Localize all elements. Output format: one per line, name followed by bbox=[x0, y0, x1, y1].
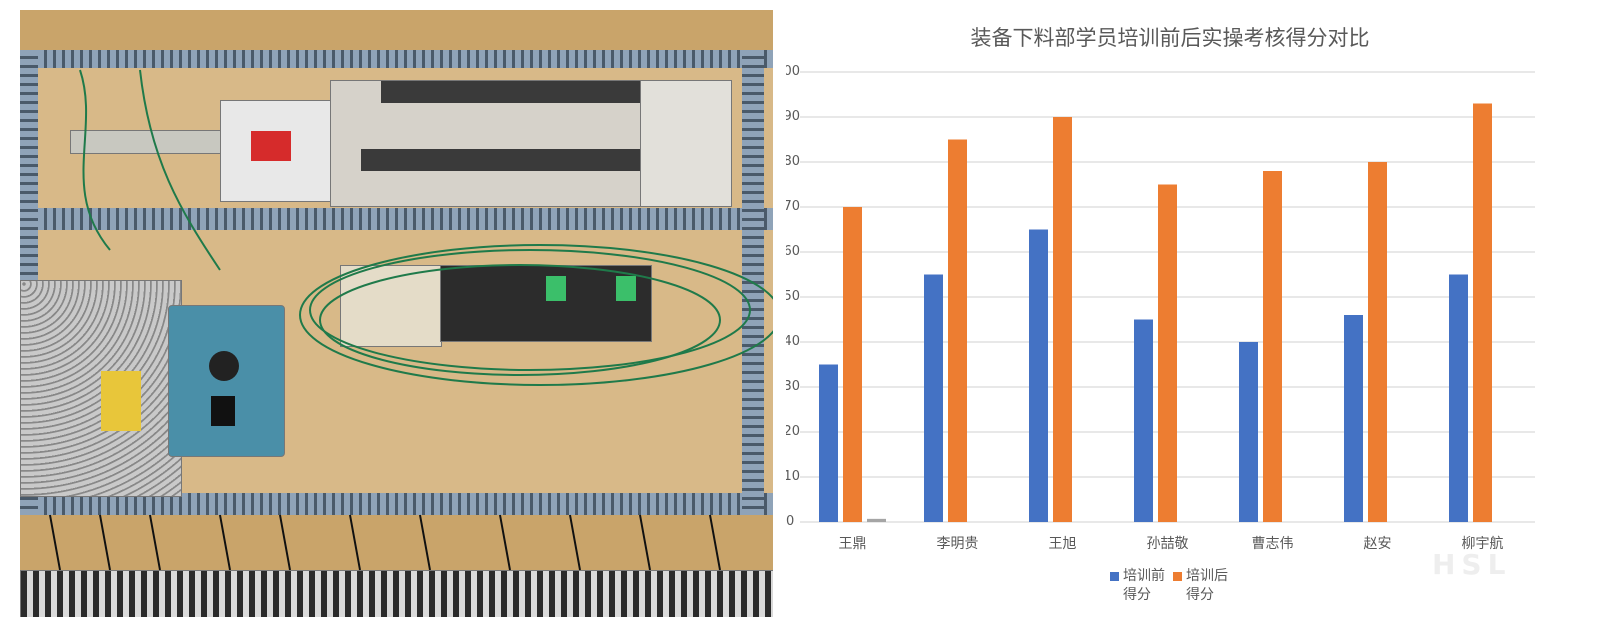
legend-label: 培训前 bbox=[1123, 568, 1165, 584]
bar-before-2 bbox=[1029, 229, 1048, 522]
bar-before-6 bbox=[1449, 274, 1468, 522]
wire-duct-middle bbox=[20, 208, 773, 230]
bar-after-6 bbox=[1473, 103, 1492, 522]
watermark-logo: HSL bbox=[1432, 548, 1512, 581]
y-tick-label: 10 bbox=[786, 469, 800, 484]
bar-after-3 bbox=[1158, 184, 1177, 522]
legend-swatch-before bbox=[1110, 572, 1119, 581]
y-tick-label: 70 bbox=[786, 199, 800, 214]
bar-after-1 bbox=[948, 139, 967, 522]
bar-before-1 bbox=[924, 274, 943, 522]
y-tick-label: 20 bbox=[786, 424, 800, 439]
y-tick-label: 60 bbox=[786, 244, 800, 259]
bar-extra-0 bbox=[867, 518, 886, 522]
bar-after-0 bbox=[843, 207, 862, 522]
terminal-blocks bbox=[20, 570, 773, 617]
legend-label: 培训后 bbox=[1186, 568, 1228, 584]
bar-after-5 bbox=[1368, 162, 1387, 522]
power-supply bbox=[20, 280, 182, 497]
plc-unit bbox=[330, 80, 652, 207]
bar-before-3 bbox=[1134, 319, 1153, 522]
bar-before-0 bbox=[819, 364, 838, 522]
y-tick-label: 40 bbox=[786, 334, 800, 349]
legend-label: 得分 bbox=[1123, 587, 1151, 603]
legend-item-before: 培训前 得分 bbox=[1110, 567, 1167, 605]
y-tick-label: 90 bbox=[786, 109, 800, 124]
x-tick-label: 曹志伟 bbox=[1251, 536, 1294, 552]
x-tick-label: 柳宇航 bbox=[1461, 536, 1504, 552]
x-tick-label: 王鼎 bbox=[838, 536, 867, 552]
plc-expansion bbox=[640, 80, 732, 207]
y-tick-label: 30 bbox=[786, 379, 800, 394]
x-tick-label: 李明贵 bbox=[936, 536, 979, 552]
chart-title: 装备下料部学员培训前后实操考核得分对比 bbox=[970, 26, 1370, 50]
x-tick-label: 孙喆敬 bbox=[1146, 536, 1189, 552]
legend-item-after: 培训后 得分 bbox=[1173, 567, 1230, 605]
y-tick-label: 80 bbox=[786, 154, 800, 169]
legend-label: 得分 bbox=[1186, 587, 1214, 603]
y-tick-label: 100 bbox=[786, 64, 800, 79]
x-tick-label: 王旭 bbox=[1048, 536, 1077, 552]
y-tick-label: 0 bbox=[786, 514, 795, 529]
bar-before-4 bbox=[1239, 342, 1258, 522]
bar-after-2 bbox=[1053, 117, 1072, 522]
speed-controller bbox=[168, 305, 285, 457]
wiring bbox=[49, 69, 773, 571]
wire-duct-bottom bbox=[20, 493, 773, 515]
legend-swatch-after bbox=[1173, 572, 1182, 581]
wire-duct-top bbox=[20, 50, 773, 68]
legend: 培训前得分 培训后得分 bbox=[1110, 567, 1230, 605]
control-panel-photo bbox=[20, 10, 773, 617]
x-tick-label: 赵安 bbox=[1363, 536, 1392, 552]
circuit-breaker bbox=[220, 100, 332, 202]
y-tick-label: 50 bbox=[786, 289, 800, 304]
bar-after-4 bbox=[1263, 171, 1282, 522]
bar-before-5 bbox=[1344, 315, 1363, 522]
